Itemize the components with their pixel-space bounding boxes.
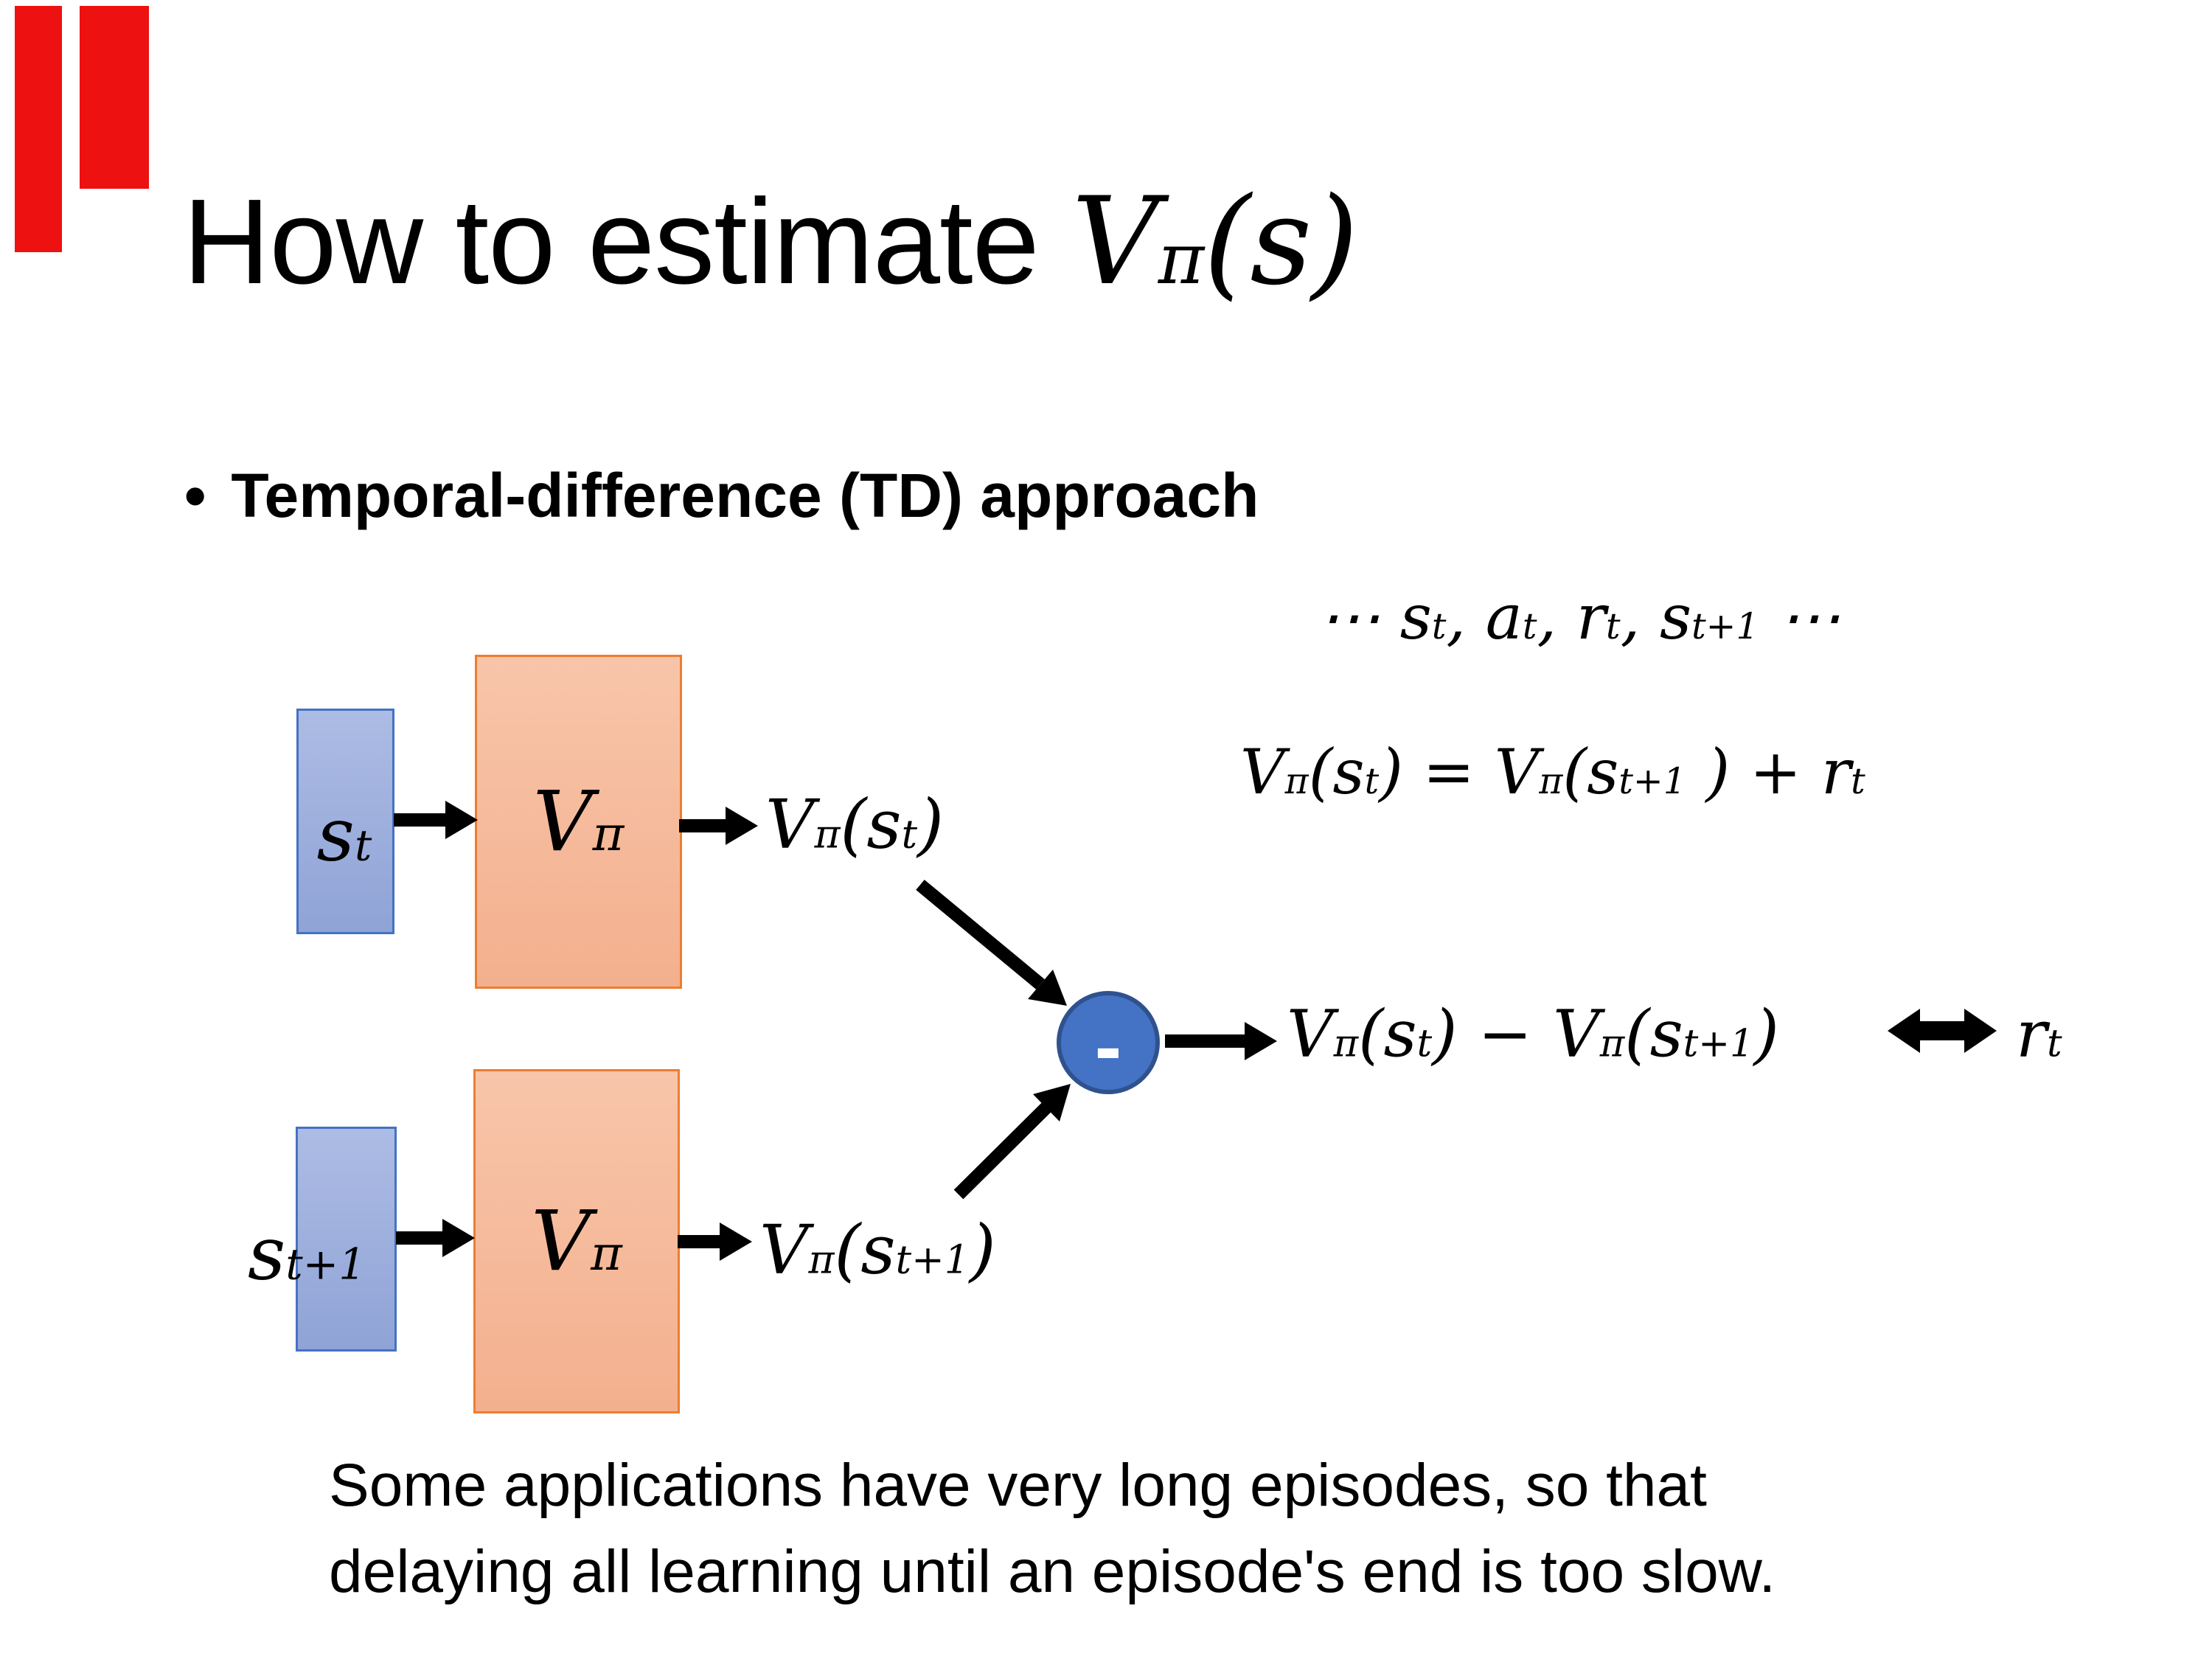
value-network-box-top: Vπ <box>475 655 682 989</box>
value-network-box-bottom: Vπ <box>473 1069 680 1413</box>
trajectory-sequence: ⋯ st, at, rt, st+1 ⋯ <box>1318 581 1841 653</box>
value-network-label-bottom: Vπ <box>531 1193 622 1290</box>
result-expression: Vπ(st) − Vπ(st+1) <box>1287 995 1779 1072</box>
bullet-text: Temporal-difference (TD) approach <box>231 461 1259 530</box>
arrow-net-to-output-bottom <box>678 1222 752 1261</box>
footnote-line-2: delaying all learning until an episode's… <box>329 1538 1776 1605</box>
output-label-vst: Vπ(st) <box>765 785 944 864</box>
output-label-vst1: Vπ(st+1) <box>759 1210 996 1290</box>
double-arrow-icon <box>1888 1009 1997 1053</box>
arrow-output-top-to-minus <box>916 880 1067 1006</box>
arrow-state-to-net-top <box>394 801 478 839</box>
red-decoration-bar-left <box>15 6 62 252</box>
bullet-line: • Temporal-difference (TD) approach <box>184 460 1259 532</box>
state-label-st1: st+1 <box>248 1210 366 1297</box>
page-title: How to estimate Vπ(s) <box>183 171 1358 312</box>
footnote-line-1: Some applications have very long episode… <box>329 1452 1707 1519</box>
reward-label: rt <box>2016 995 2062 1072</box>
td-equation: Vπ(st) = Vπ(st+1 ) + rt <box>1240 736 1865 808</box>
arrow-net-to-output-top <box>679 807 758 845</box>
title-text: How to estimate <box>183 174 1072 309</box>
state-box-st <box>296 709 394 934</box>
minus-node: - <box>1057 991 1160 1094</box>
arrow-state-to-net-bottom <box>396 1219 475 1257</box>
value-network-label-top: Vπ <box>532 773 625 870</box>
bullet-marker: • <box>184 461 206 530</box>
arrow-minus-to-result <box>1165 1022 1277 1060</box>
red-decoration-bar-right <box>80 6 149 189</box>
state-label-st: st <box>316 791 372 878</box>
state-box-st1 <box>296 1127 397 1352</box>
arrow-output-bottom-to-minus <box>953 1084 1071 1200</box>
footnote: Some applications have very long episode… <box>329 1442 1775 1615</box>
title-math: Vπ(s) <box>1071 171 1358 312</box>
